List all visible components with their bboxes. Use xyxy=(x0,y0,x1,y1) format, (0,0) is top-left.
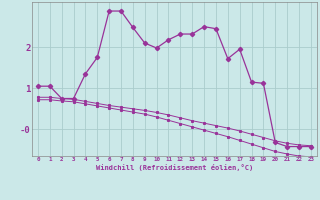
X-axis label: Windchill (Refroidissement éolien,°C): Windchill (Refroidissement éolien,°C) xyxy=(96,164,253,171)
